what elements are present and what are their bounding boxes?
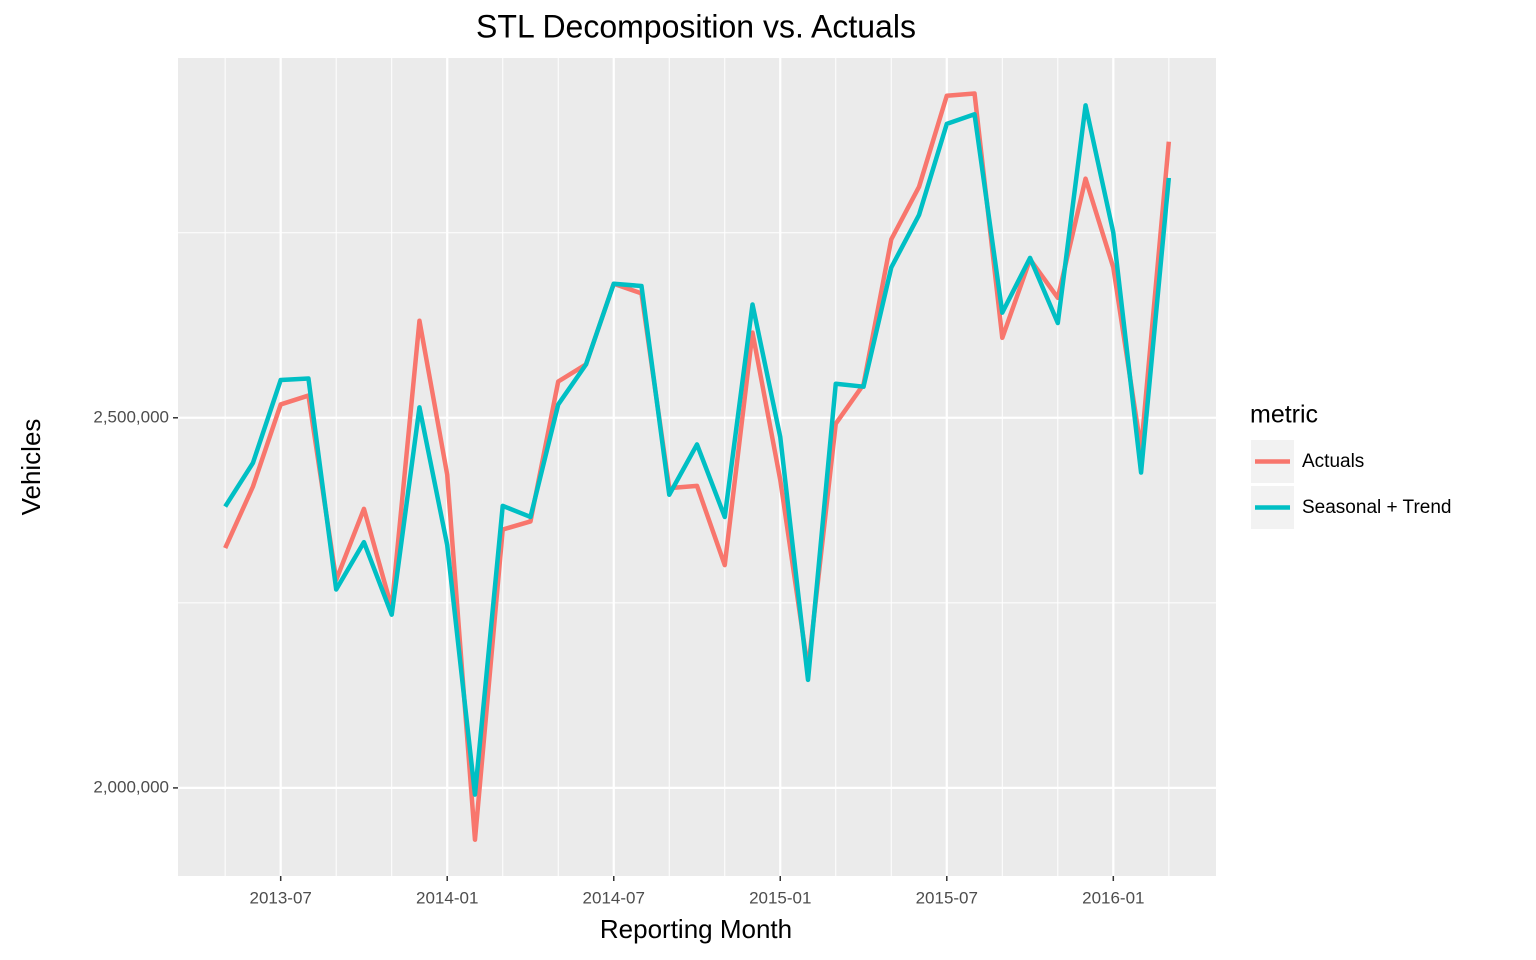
data-line [223, 91, 1172, 842]
plot-panel [178, 58, 1216, 876]
x-tick-label: 2014-01 [416, 888, 478, 907]
chart-title: STL Decomposition vs. Actuals [476, 8, 916, 44]
x-tick-label: 2013-07 [249, 888, 311, 907]
legend-title: metric [1250, 401, 1318, 429]
legend-label: Actuals [1302, 451, 1364, 472]
legend-label: Seasonal + Trend [1302, 497, 1451, 518]
x-axis-title: Reporting Month [600, 914, 792, 944]
x-tick-label: 2015-07 [916, 888, 978, 907]
x-tick-label: 2016-01 [1082, 888, 1144, 907]
y-tick-label: 2,500,000 [93, 407, 169, 426]
y-axis-title: Vehicles [16, 419, 46, 516]
x-tick-label: 2015-01 [749, 888, 811, 907]
x-tick-label: 2014-07 [583, 888, 645, 907]
data-line [223, 103, 1172, 797]
y-tick-label: 2,000,000 [93, 777, 169, 796]
